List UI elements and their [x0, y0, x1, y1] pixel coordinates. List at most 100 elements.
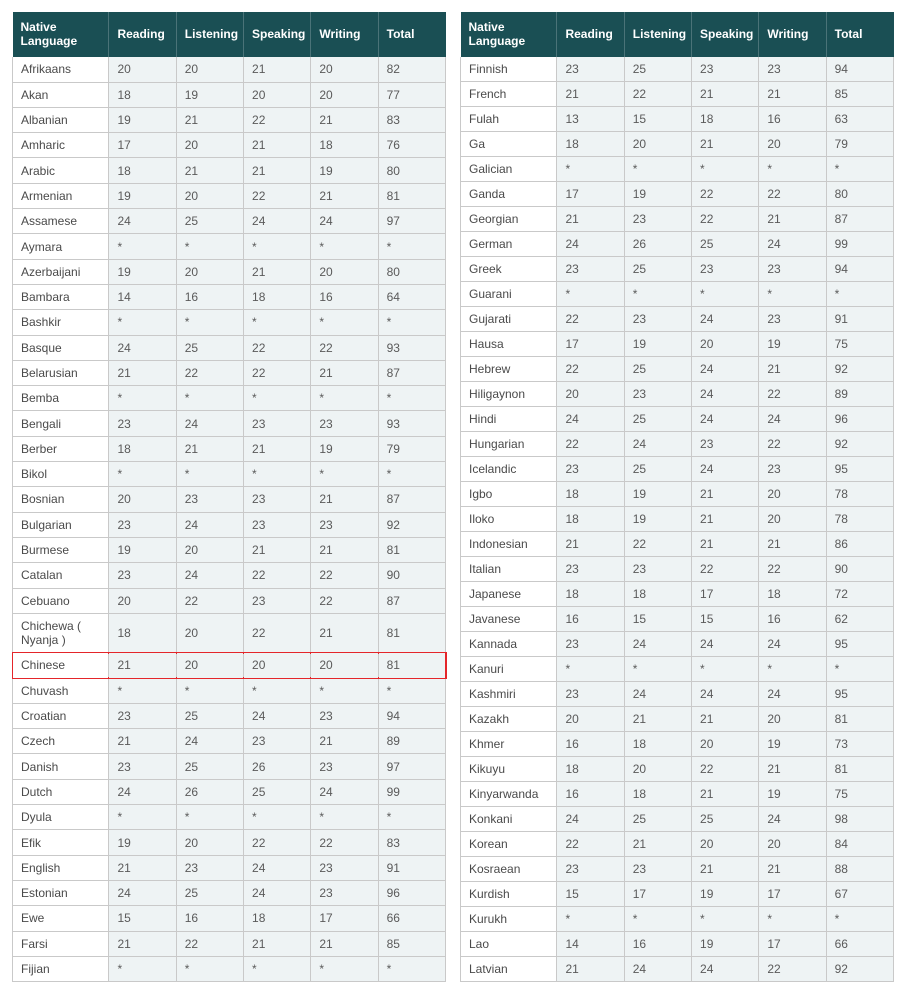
cell-language: Albanian — [13, 107, 109, 132]
cell-value: 20 — [557, 707, 624, 732]
table-row: Bashkir***** — [13, 310, 446, 335]
cell-value: * — [109, 310, 176, 335]
cell-value: * — [244, 234, 311, 259]
table-row: Fulah1315181663 — [461, 107, 894, 132]
cell-value: 87 — [826, 207, 893, 232]
cell-value: 17 — [692, 582, 759, 607]
cell-value: 16 — [557, 782, 624, 807]
table-row: Azerbaijani1920212080 — [13, 259, 446, 284]
cell-value: * — [378, 386, 445, 411]
cell-language: Igbo — [461, 482, 557, 507]
table-row: Greek2325232394 — [461, 257, 894, 282]
cell-value: 19 — [109, 830, 176, 855]
cell-value: 97 — [378, 754, 445, 779]
cell-value: 92 — [826, 957, 893, 982]
cell-value: * — [692, 907, 759, 932]
cell-value: 24 — [692, 307, 759, 332]
cell-language: Bemba — [13, 386, 109, 411]
cell-value: 90 — [826, 557, 893, 582]
cell-language: Croatian — [13, 703, 109, 728]
cell-value: * — [109, 678, 176, 703]
cell-value: 24 — [692, 682, 759, 707]
table-row: Ewe1516181766 — [13, 906, 446, 931]
cell-language: Bikol — [13, 462, 109, 487]
cell-value: 24 — [692, 457, 759, 482]
cell-value: 17 — [759, 932, 826, 957]
cell-language: Japanese — [461, 582, 557, 607]
table-row: Georgian2123222187 — [461, 207, 894, 232]
cell-value: 21 — [692, 782, 759, 807]
cell-value: 20 — [311, 653, 378, 678]
table-row: Hungarian2224232292 — [461, 432, 894, 457]
cell-value: 20 — [557, 382, 624, 407]
table-row: Croatian2325242394 — [13, 703, 446, 728]
cell-value: 19 — [176, 82, 243, 107]
cell-value: * — [624, 157, 691, 182]
cell-value: 20 — [176, 57, 243, 82]
cell-language: Javanese — [461, 607, 557, 632]
cell-value: 93 — [378, 335, 445, 360]
cell-value: * — [311, 956, 378, 981]
cell-value: 23 — [311, 880, 378, 905]
cell-value: 23 — [624, 307, 691, 332]
cell-value: 20 — [109, 588, 176, 613]
cell-value: 21 — [311, 360, 378, 385]
cell-value: 16 — [311, 284, 378, 309]
col-header-writing: Writing — [759, 12, 826, 57]
cell-value: * — [692, 157, 759, 182]
cell-value: 18 — [557, 582, 624, 607]
cell-value: 21 — [692, 532, 759, 557]
table-row: Kinyarwanda1618211975 — [461, 782, 894, 807]
cell-value: * — [557, 907, 624, 932]
cell-value: 22 — [759, 957, 826, 982]
cell-value: 21 — [176, 436, 243, 461]
cell-value: 22 — [692, 207, 759, 232]
cell-language: Catalan — [13, 563, 109, 588]
cell-value: 73 — [826, 732, 893, 757]
table-row: Armenian1920222181 — [13, 183, 446, 208]
cell-value: 89 — [378, 729, 445, 754]
cell-value: 21 — [692, 707, 759, 732]
cell-value: 20 — [109, 487, 176, 512]
cell-value: 93 — [378, 411, 445, 436]
table-row: Chichewa ( Nyanja )1820222181 — [13, 613, 446, 652]
cell-value: 80 — [378, 158, 445, 183]
cell-value: 24 — [759, 807, 826, 832]
cell-value: 22 — [557, 307, 624, 332]
cell-language: Arabic — [13, 158, 109, 183]
cell-value: 95 — [826, 632, 893, 657]
cell-language: Kannada — [461, 632, 557, 657]
cell-value: 77 — [378, 82, 445, 107]
cell-value: 24 — [109, 880, 176, 905]
cell-value: * — [176, 678, 243, 703]
table-row: English2123242391 — [13, 855, 446, 880]
cell-value: 19 — [109, 259, 176, 284]
cell-value: * — [311, 805, 378, 830]
cell-value: 20 — [759, 132, 826, 157]
cell-value: 22 — [692, 557, 759, 582]
cell-value: 20 — [311, 57, 378, 82]
cell-language: Afrikaans — [13, 57, 109, 82]
cell-value: 23 — [176, 855, 243, 880]
cell-value: 95 — [826, 457, 893, 482]
cell-language: Hungarian — [461, 432, 557, 457]
cell-language: Assamese — [13, 209, 109, 234]
cell-value: 78 — [826, 507, 893, 532]
cell-value: 23 — [109, 754, 176, 779]
table-row: Icelandic2325242395 — [461, 457, 894, 482]
cell-value: 20 — [311, 259, 378, 284]
cell-value: 96 — [826, 407, 893, 432]
cell-value: 86 — [826, 532, 893, 557]
cell-value: 18 — [624, 582, 691, 607]
scores-table-left: Native Language Reading Listening Speaki… — [12, 12, 446, 982]
cell-value: 81 — [378, 653, 445, 678]
cell-value: 22 — [759, 182, 826, 207]
table-row: Bosnian2023232187 — [13, 487, 446, 512]
cell-value: 24 — [759, 632, 826, 657]
cell-value: 21 — [692, 132, 759, 157]
cell-value: 22 — [311, 563, 378, 588]
table-row: Efik1920222283 — [13, 830, 446, 855]
cell-value: 19 — [624, 332, 691, 357]
cell-value: 21 — [244, 436, 311, 461]
col-header-listening: Listening — [624, 12, 691, 57]
